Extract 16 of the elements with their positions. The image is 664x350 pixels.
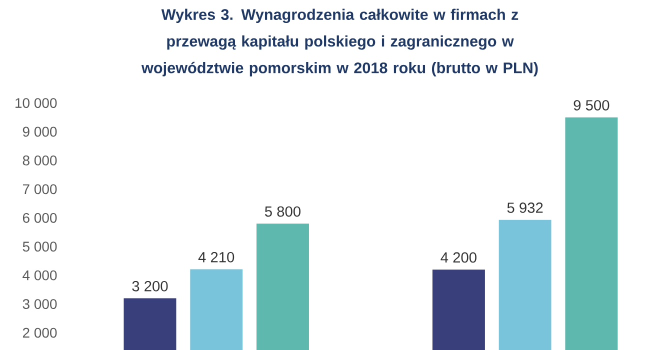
y-tick-label: 10 000: [16, 98, 57, 108]
data-label: 5 932: [507, 202, 543, 213]
y-tick-label: 4 000: [22, 270, 57, 280]
y-tick-label: 6 000: [22, 212, 57, 223]
chart-title: Wykres 3. Wynagrodzenia całkowite w firmach z przewagą kapitału polskiego i zagranicznego w województwie pomorskim w 2018 roku (brutto w PLN): [141, 8, 538, 76]
y-tick-label: 2 000: [22, 328, 57, 338]
y-tick-label: 8 000: [22, 156, 57, 166]
data-label: 9 500: [574, 100, 610, 110]
y-tick-label: 5 000: [22, 242, 57, 252]
y-tick-label: 7 000: [22, 184, 57, 194]
data-label: 3 200: [132, 281, 168, 292]
data-label: 5 800: [264, 206, 300, 217]
y-tick-label: 9 000: [22, 126, 57, 137]
y-tick-label: 3 000: [22, 299, 57, 310]
data-label: 4 210: [198, 252, 234, 262]
data-label: 4 200: [440, 252, 476, 263]
